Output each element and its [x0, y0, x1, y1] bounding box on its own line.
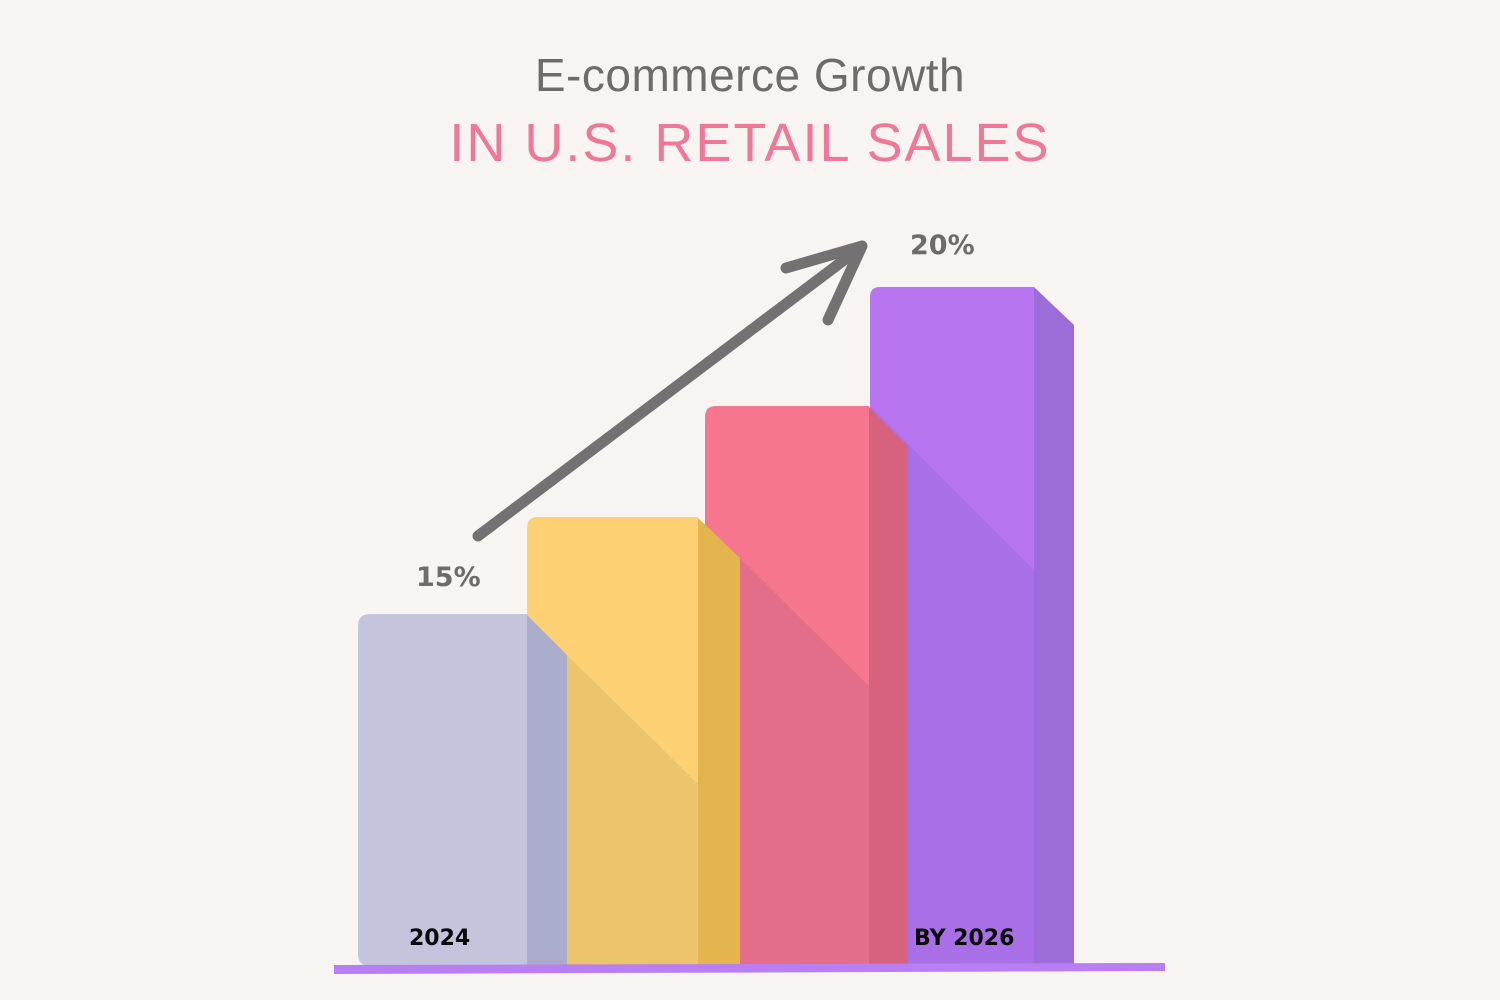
- bar-2-side: [698, 518, 740, 966]
- category-label-2026: BY 2026: [914, 926, 1015, 951]
- bar-1-side: [527, 615, 567, 966]
- bar-4-shadow: [870, 406, 1034, 966]
- bar-2024: [358, 614, 698, 966]
- chart-title: E-commerce Growth: [534, 49, 966, 101]
- trend-arrow-icon: [472, 240, 868, 542]
- value-label-2024: 15%: [416, 562, 481, 593]
- bar-2-shadow: [567, 655, 698, 966]
- bar-1-front: [358, 614, 527, 966]
- category-label-2024: 2024: [409, 926, 471, 951]
- value-label-2026: 20%: [910, 230, 975, 261]
- chart-subtitle: IN U.S. RETAIL SALES: [449, 113, 1051, 173]
- bar-3-shadow: [740, 558, 869, 966]
- bar-4-side: [1034, 287, 1074, 966]
- baseline: [334, 963, 1165, 974]
